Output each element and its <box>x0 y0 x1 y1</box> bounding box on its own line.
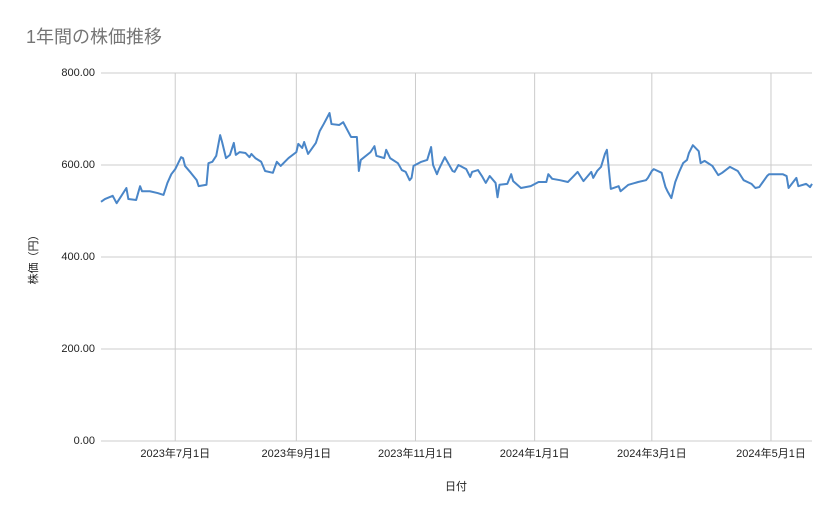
y-tick-label: 600.00 <box>61 159 95 171</box>
y-tick-label: 800.00 <box>61 67 95 79</box>
y-axis-label: 株価（円） <box>26 230 40 285</box>
price-line <box>100 112 813 205</box>
x-tick-label: 2023年11月1日 <box>378 446 453 460</box>
y-tick-label: 200.00 <box>61 343 95 355</box>
x-tick-label: 2023年9月1日 <box>261 446 331 460</box>
y-tick-label: 0.00 <box>74 435 95 447</box>
y-tick-label: 400.00 <box>61 251 95 263</box>
x-tick-label: 2024年3月1日 <box>617 446 687 460</box>
chart-title: 1年間の株価推移 <box>26 27 162 47</box>
x-axis-label: 日付 <box>445 480 467 493</box>
x-tick-label: 2024年1月1日 <box>500 446 570 460</box>
x-tick-label: 2024年5月1日 <box>736 446 806 460</box>
x-tick-label: 2023年7月1日 <box>140 446 210 460</box>
